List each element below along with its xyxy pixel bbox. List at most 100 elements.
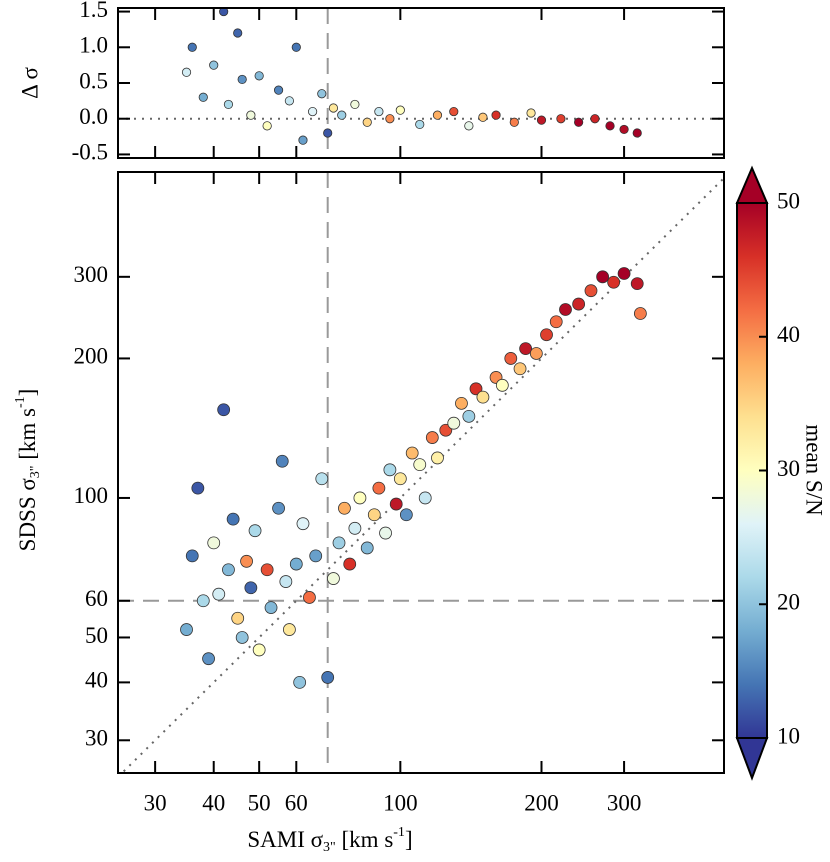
colorbar-tick-label: 10 <box>777 723 800 748</box>
point <box>549 315 563 329</box>
y-tick-label: 50 <box>85 623 108 648</box>
point <box>321 671 335 684</box>
point <box>291 42 301 52</box>
point <box>317 89 327 99</box>
colorbar-extend-high <box>735 165 769 204</box>
point <box>526 108 536 118</box>
one-to-one-line <box>120 176 724 773</box>
y-axis-label: SDSS σ3" [km s-1] <box>13 389 43 552</box>
label-part: 3" <box>28 465 43 478</box>
point <box>632 128 642 138</box>
point <box>202 652 215 666</box>
point <box>491 110 501 120</box>
point <box>513 362 527 376</box>
point <box>284 96 294 106</box>
point <box>633 307 647 320</box>
point <box>605 121 615 131</box>
y-tick-label: 60 <box>85 586 108 611</box>
point <box>536 115 547 125</box>
point <box>254 71 264 81</box>
x-axis-label: SAMI σ3" [km s-1] <box>247 825 412 855</box>
point <box>447 416 461 430</box>
point <box>275 454 289 468</box>
point <box>298 135 308 145</box>
point <box>240 554 253 568</box>
plot-area <box>118 8 724 158</box>
point <box>217 403 231 417</box>
point <box>187 42 197 52</box>
point <box>572 297 586 311</box>
point <box>262 121 272 131</box>
point <box>415 119 425 130</box>
x-tick-label: 100 <box>383 790 418 815</box>
point <box>519 342 533 356</box>
point <box>289 557 303 571</box>
point <box>476 390 490 404</box>
point <box>327 572 340 585</box>
point <box>191 481 205 495</box>
y-tick-label: -0.5 <box>72 140 108 165</box>
point <box>584 284 598 298</box>
point <box>617 267 631 280</box>
colorbar-tick-label: 30 <box>777 456 800 481</box>
point <box>574 117 584 127</box>
point <box>233 28 243 38</box>
point <box>222 563 235 577</box>
point <box>279 575 293 588</box>
y-tick-label: 200 <box>74 344 109 369</box>
point <box>223 99 234 110</box>
point <box>237 74 247 85</box>
label-part: -1 <box>13 396 28 408</box>
point <box>315 472 329 486</box>
point <box>559 303 572 316</box>
colorbar-tick-label: 20 <box>777 590 800 615</box>
point <box>393 472 407 486</box>
point <box>367 508 381 522</box>
point <box>196 594 210 608</box>
point <box>449 106 459 117</box>
point <box>455 396 468 410</box>
colorbar-extend-low <box>735 737 769 781</box>
point <box>372 481 386 495</box>
point <box>374 106 384 117</box>
point <box>293 675 307 689</box>
label-part: SDSS σ <box>15 478 40 552</box>
point <box>596 270 610 284</box>
point <box>198 92 208 102</box>
plot-frame <box>117 171 725 774</box>
point <box>181 67 192 77</box>
point <box>619 124 629 135</box>
label-part: SAMI σ <box>247 827 323 852</box>
point <box>379 526 392 540</box>
point <box>590 114 600 124</box>
point <box>303 591 316 604</box>
point <box>308 106 318 117</box>
x-tick-label: 200 <box>524 790 559 815</box>
point <box>207 536 221 550</box>
y-tick-label: 40 <box>85 668 108 693</box>
point <box>338 501 351 515</box>
point <box>478 112 488 122</box>
colorbar-label: mean S/N <box>802 424 827 516</box>
plot-area <box>118 172 724 773</box>
point <box>630 277 644 291</box>
point <box>231 611 245 625</box>
y-axis-label: Δ σ <box>17 67 42 99</box>
point <box>395 105 405 115</box>
point <box>235 631 249 644</box>
point <box>180 623 193 636</box>
y-tick-label: 1.5 <box>79 0 108 22</box>
point <box>226 512 240 526</box>
point <box>529 347 543 360</box>
point <box>350 99 360 110</box>
colorbar-tick-label: 40 <box>777 322 800 347</box>
point <box>246 110 256 120</box>
point <box>212 587 226 601</box>
point <box>495 378 509 392</box>
point <box>418 491 432 505</box>
point <box>219 8 229 17</box>
point <box>323 128 333 138</box>
point <box>464 121 474 131</box>
